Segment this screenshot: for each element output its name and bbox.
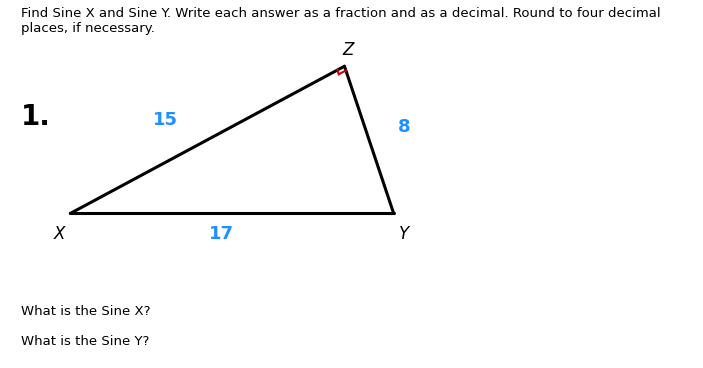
Text: Z: Z: [342, 41, 354, 59]
Text: 8: 8: [398, 118, 411, 136]
Text: 15: 15: [153, 111, 178, 128]
Text: Y: Y: [399, 225, 409, 243]
Text: 1.: 1.: [21, 103, 51, 131]
Text: What is the Sine Y?: What is the Sine Y?: [21, 335, 150, 348]
Text: X: X: [54, 225, 65, 243]
Text: Find Sine X and Sine Y. Write each answer as a fraction and as a decimal. Round : Find Sine X and Sine Y. Write each answe…: [21, 7, 661, 35]
Text: What is the Sine X?: What is the Sine X?: [21, 305, 150, 318]
Text: 17: 17: [209, 225, 234, 243]
